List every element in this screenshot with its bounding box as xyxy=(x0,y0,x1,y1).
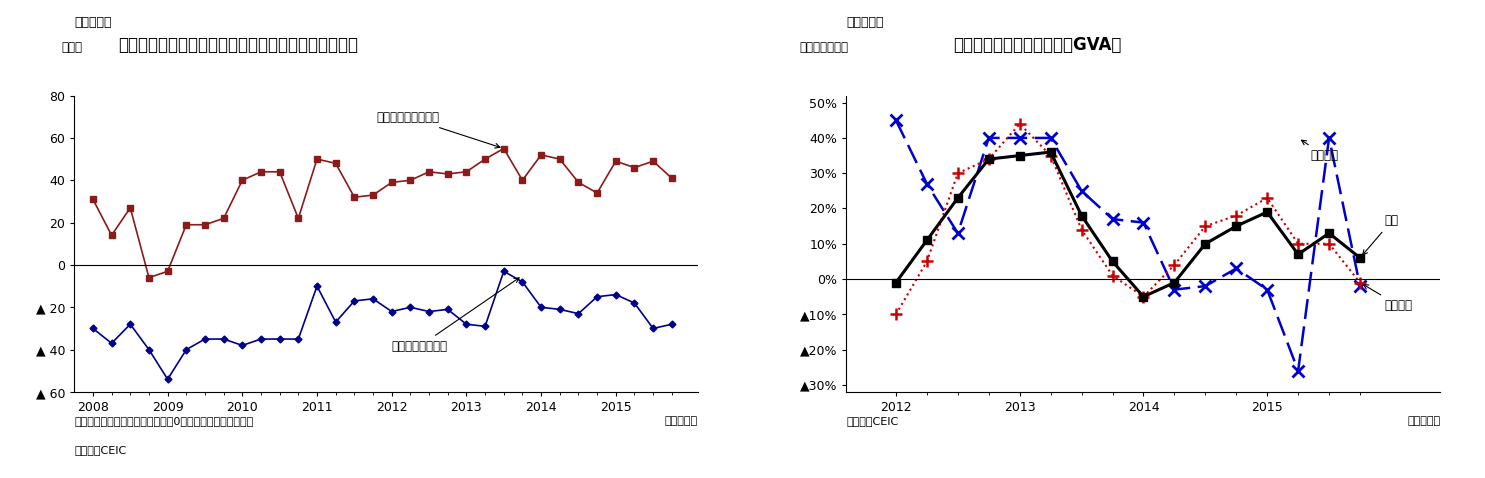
Text: 全体: 全体 xyxy=(1363,214,1399,255)
Text: ビジネス信頼感指数: ビジネス信頼感指数 xyxy=(377,111,500,148)
Text: （図表４）: （図表４） xyxy=(846,16,884,29)
Text: 公共部門: 公共部門 xyxy=(1301,140,1338,162)
Text: 民間部門: 民間部門 xyxy=(1363,284,1412,312)
Text: 建設部門の粗付加価値額（GVA）: 建設部門の粗付加価値額（GVA） xyxy=(953,36,1121,54)
Text: （前年同期比）: （前年同期比） xyxy=(799,41,848,54)
Text: （四半期）: （四半期） xyxy=(665,416,698,426)
Text: （図表３）: （図表３） xyxy=(74,16,111,29)
Text: （四半期）: （四半期） xyxy=(1408,416,1440,426)
Text: （％）: （％） xyxy=(62,41,83,54)
Text: （資料）CEIC: （資料）CEIC xyxy=(846,416,898,426)
Text: フィリピンの消費者信頼感指数、ビジネス信頼感指数: フィリピンの消費者信頼感指数、ビジネス信頼感指数 xyxy=(117,36,358,54)
Text: （資料）CEIC: （資料）CEIC xyxy=(74,445,126,455)
Text: （注）いずれも現状指数。また、0を超えると楽観を表す。: （注）いずれも現状指数。また、0を超えると楽観を表す。 xyxy=(74,416,254,426)
Text: 消費者信頼感指数: 消費者信頼感指数 xyxy=(392,278,520,353)
